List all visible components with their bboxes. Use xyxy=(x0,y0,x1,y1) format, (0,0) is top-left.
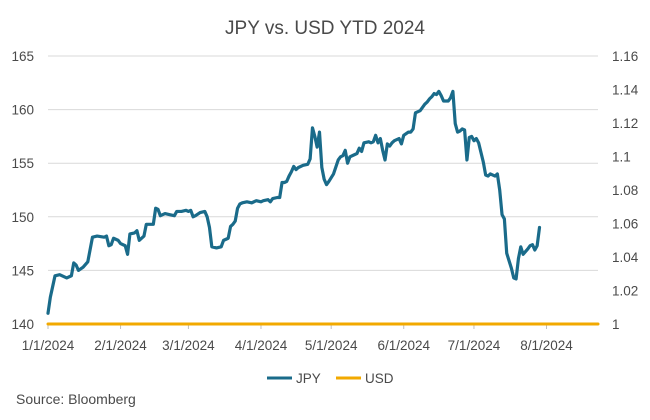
source-note: Source: Bloomberg xyxy=(16,391,136,407)
y-right-tick-label: 1.16 xyxy=(612,49,638,64)
y-axis-left: 140 145 150 155 160 165 xyxy=(11,49,34,332)
legend: JPY USD xyxy=(267,371,394,386)
chart-title: JPY vs. USD YTD 2024 xyxy=(225,18,425,39)
y-right-tick-label: 1.1 xyxy=(612,150,631,165)
y-right-tick-label: 1.02 xyxy=(612,284,638,299)
x-tick-label: 3/1/2024 xyxy=(162,338,215,353)
y-right-tick-label: 1.06 xyxy=(612,217,638,232)
y-left-tick-label: 145 xyxy=(11,263,34,278)
legend-label-jpy: JPY xyxy=(296,371,321,386)
series-line-jpy xyxy=(46,89,542,315)
y-left-tick-label: 140 xyxy=(11,317,34,332)
y-right-tick-label: 1.14 xyxy=(612,83,639,98)
legend-label-usd: USD xyxy=(365,371,394,386)
x-tick-label: 2/1/2024 xyxy=(94,338,147,353)
series-group xyxy=(46,89,600,326)
x-tick-label: 5/1/2024 xyxy=(305,338,358,353)
y-right-tick-label: 1.08 xyxy=(612,183,638,198)
x-tick-label: 8/1/2024 xyxy=(520,338,573,353)
y-left-tick-label: 155 xyxy=(11,156,34,171)
x-tick-label: 6/1/2024 xyxy=(377,338,430,353)
y-axis-right: 1 1.02 1.04 1.06 1.08 1.1 1.12 1.14 1.16 xyxy=(612,49,639,332)
y-right-tick-label: 1.04 xyxy=(612,250,639,265)
x-tick-label: 4/1/2024 xyxy=(235,338,288,353)
y-left-tick-label: 165 xyxy=(11,49,34,64)
x-tick-label: 1/1/2024 xyxy=(22,338,75,353)
y-right-tick-label: 1 xyxy=(612,317,620,332)
y-left-tick-label: 150 xyxy=(11,210,34,225)
y-left-tick-label: 160 xyxy=(11,103,34,118)
y-right-tick-label: 1.12 xyxy=(612,116,638,131)
x-tick-label: 7/1/2024 xyxy=(448,338,501,353)
x-axis: 1/1/2024 2/1/2024 3/1/2024 4/1/2024 5/1/2024… xyxy=(22,323,598,353)
